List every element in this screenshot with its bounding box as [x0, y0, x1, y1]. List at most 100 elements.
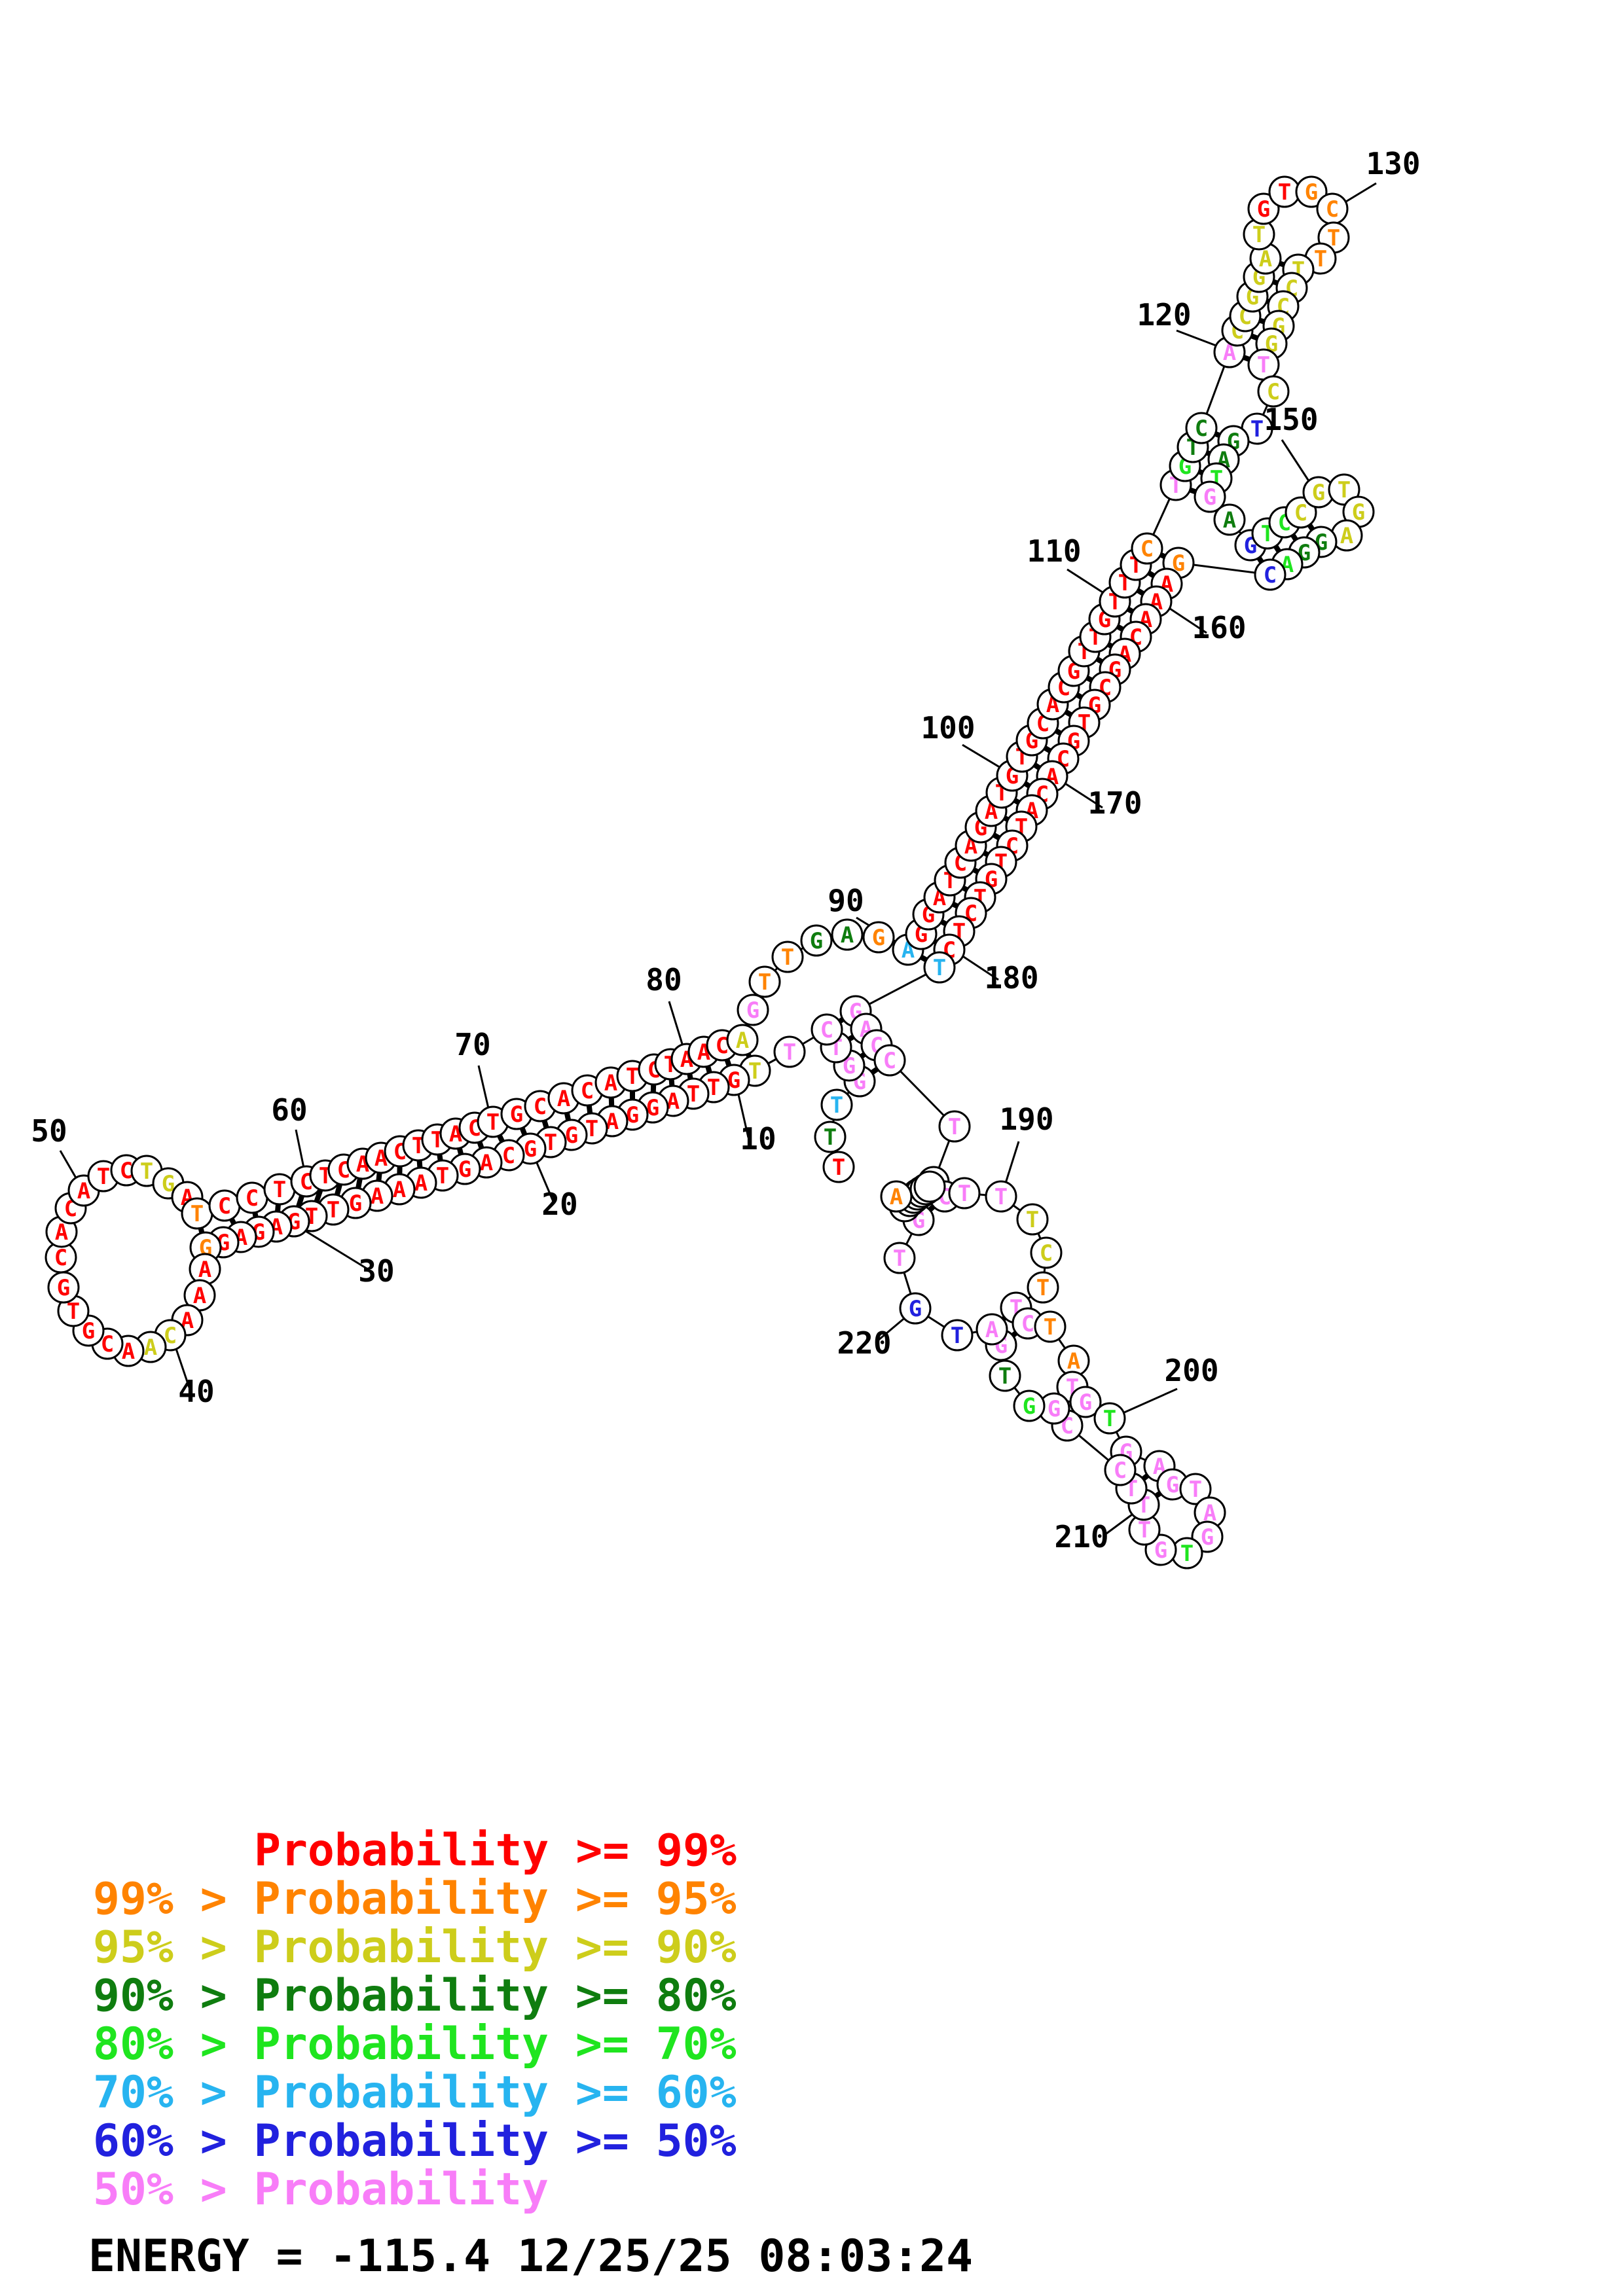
- nucleotide-circle: [814, 1121, 847, 1153]
- nucleotide: G: [1144, 1534, 1177, 1566]
- nucleotide-letter: T: [1026, 1207, 1039, 1233]
- nucleotide-letter: A: [604, 1070, 617, 1096]
- nucleotide-circle: [1016, 1203, 1049, 1236]
- nucleotide-letter: G: [1312, 480, 1325, 506]
- nucleotide: T: [1034, 1310, 1067, 1343]
- nucleotide-circle: [737, 994, 769, 1026]
- nucleotide-letter: A: [144, 1335, 157, 1361]
- nucleotide: C: [208, 1189, 241, 1222]
- nucleotide: A: [831, 918, 864, 951]
- nucleotide-circle: [985, 1180, 1017, 1213]
- nucleotide-circle: [913, 1170, 946, 1203]
- nucleotide-letter: T: [1252, 222, 1266, 248]
- backbone-lines: [60, 190, 1360, 1554]
- nucleotide: C: [1131, 532, 1163, 565]
- nucleotide: G: [1038, 1392, 1070, 1425]
- nucleotide-letter: G: [349, 1191, 362, 1217]
- position-label: 50: [31, 1113, 67, 1149]
- nucleotide-circle: [1013, 1390, 1046, 1422]
- nucleotide-letter: T: [1278, 179, 1291, 206]
- legend-row-70: 80% > Probability >= 70%: [93, 2018, 737, 2070]
- nucleotide: T: [923, 951, 956, 984]
- nucleotide-letter: G: [909, 1296, 922, 1322]
- nucleotide-letter: T: [1314, 246, 1327, 272]
- nucleotide-circle: [938, 1110, 971, 1143]
- nucleotide-letter: C: [54, 1245, 67, 1271]
- nucleotide-circle: [773, 1035, 806, 1068]
- label-pointer-line: [957, 952, 999, 981]
- nucleotide-circle: [811, 1013, 843, 1046]
- nucleotide-letter: T: [97, 1164, 110, 1190]
- nucleotide: T: [181, 1197, 213, 1230]
- nucleotide-letter: T: [1044, 1314, 1057, 1340]
- nucleotide-letter: G: [1172, 550, 1185, 577]
- nucleotide-letter: T: [781, 944, 794, 971]
- legend-row-99: Probability >= 99%: [254, 1825, 737, 1876]
- nucleotide-circle: [1093, 1402, 1126, 1435]
- nucleotide-circles: TTTGGTCTTGTTAGGATGTGCAGTAAAGTTGAGAGGAAAC…: [45, 175, 1375, 1570]
- nucleotide-letter: G: [524, 1136, 537, 1162]
- nucleotide-circle: [941, 1319, 974, 1352]
- nucleotide-circle: [1295, 175, 1328, 208]
- position-label: 80: [646, 962, 682, 997]
- nucleotide: C: [524, 1090, 556, 1122]
- nucleotide-letter: G: [746, 997, 759, 1024]
- nucleotide-circle: [820, 1088, 853, 1121]
- position-label: 130: [1366, 146, 1420, 181]
- position-label: 220: [837, 1325, 891, 1361]
- nucleotide: C: [327, 1153, 360, 1186]
- nucleotide-letter: A: [1223, 340, 1236, 366]
- nucleotide: C: [1257, 375, 1290, 408]
- nucleotide-letter: C: [164, 1323, 177, 1349]
- label-pointer-lines: [59, 182, 1377, 1537]
- nucleotide: C: [811, 1013, 843, 1046]
- nucleotide: T: [1328, 473, 1360, 506]
- nucleotide-letter: A: [193, 1283, 206, 1309]
- nucleotide: T: [1243, 218, 1275, 251]
- nucleotide-letter: T: [486, 1109, 500, 1136]
- base-pair-bonds: [194, 256, 1324, 1507]
- nucleotide-circle: [1030, 1236, 1063, 1269]
- nucleotide-letter: T: [67, 1299, 80, 1325]
- nucleotide-letter: T: [1250, 416, 1264, 442]
- nucleotide-letter: C: [883, 1048, 896, 1074]
- position-label: 30: [358, 1253, 394, 1289]
- label-pointer-line: [1067, 568, 1108, 597]
- nucleotide-letter: G: [626, 1102, 639, 1128]
- nucleotide-circle: [1257, 375, 1290, 408]
- nucleotide-circle: [1254, 558, 1286, 591]
- energy-line: ENERGY = -115.4 12/25/25 08:03:24: [88, 2231, 973, 2282]
- nucleotide-letter: T: [951, 1323, 964, 1349]
- label-pointer-line: [534, 1159, 555, 1204]
- nucleotide: T: [985, 1180, 1017, 1213]
- nucleotide: T: [938, 1110, 971, 1143]
- nucleotide: C: [873, 1044, 906, 1077]
- nucleotide-letter: A: [55, 1219, 68, 1246]
- position-label: 70: [454, 1027, 490, 1062]
- nucleotide-letter: G: [1257, 196, 1270, 223]
- nucleotide-circle: [1194, 480, 1226, 513]
- nucleotide-letter: C: [502, 1143, 515, 1169]
- nucleotide: C: [45, 1241, 77, 1274]
- nucleotide-circle: [862, 921, 895, 954]
- nucleotide-circle: [1069, 1386, 1102, 1418]
- nucleotide: A: [726, 1024, 759, 1056]
- nucleotide: T: [57, 1295, 90, 1327]
- nucleotide: G: [737, 994, 769, 1026]
- nucleotide-letter: C: [246, 1185, 259, 1211]
- nucleotide-letter: T: [1138, 1517, 1151, 1543]
- nucleotide-letter: G: [565, 1122, 578, 1149]
- nucleotide-letter: A: [122, 1338, 135, 1365]
- nucleotide-letter: A: [1223, 507, 1236, 533]
- nucleotide-letter: C: [1114, 1458, 1127, 1484]
- nucleotide-letter: T: [687, 1081, 700, 1107]
- nucleotide-letter: A: [1203, 1500, 1216, 1526]
- nucleotide-circle: [1213, 503, 1246, 536]
- nucleotide: T: [1171, 1537, 1203, 1570]
- nucleotide-letter: A: [841, 922, 854, 948]
- nucleotide-letter: A: [198, 1257, 211, 1283]
- nucleotide: G: [1247, 192, 1280, 225]
- position-label: 40: [178, 1374, 214, 1409]
- nucleotide: A: [1213, 503, 1246, 536]
- nucleotide-letter: T: [1189, 1477, 1202, 1503]
